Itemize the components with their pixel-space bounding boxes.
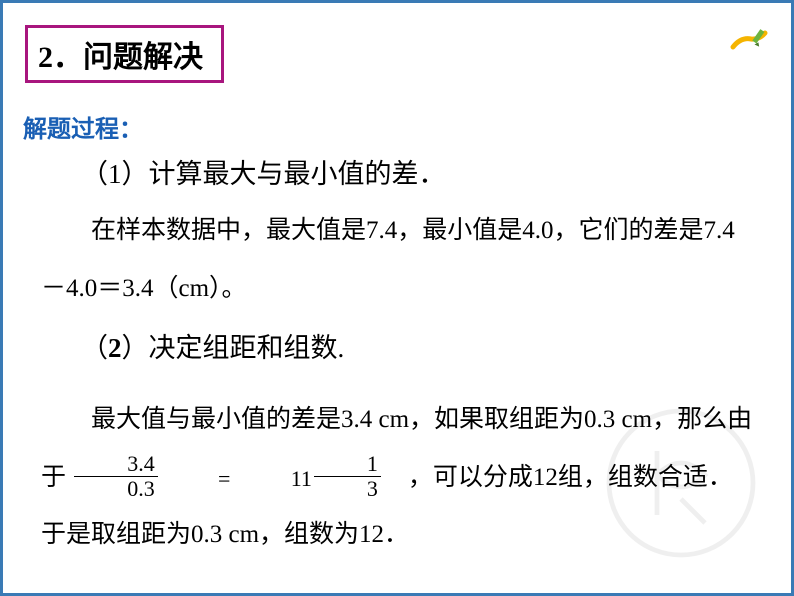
equals-sign: = bbox=[168, 454, 230, 505]
step1-text: 计算最大与最小值的差． bbox=[149, 159, 446, 189]
step2-suffix: ）决定组距和组数. bbox=[122, 333, 345, 363]
step2-prefix: （ bbox=[81, 333, 108, 363]
fraction-2: 1 3 bbox=[314, 453, 381, 500]
header-title: 问题解决 bbox=[83, 41, 203, 74]
fraction-1: 3.4 0.3 bbox=[74, 453, 158, 500]
step2-title: （2）决定组距和组数. bbox=[81, 321, 753, 375]
step1-body: 在样本数据中，最大值是7.4，最小值是4.0，它们的差是7.4－4.0＝3.4（… bbox=[41, 202, 753, 317]
frac2-num: 1 bbox=[314, 453, 381, 476]
subtitle: 解题过程： bbox=[23, 109, 143, 144]
step1-prefix: （1） bbox=[81, 159, 149, 189]
header-number: 2 bbox=[38, 41, 53, 74]
step2-num: 2 bbox=[108, 333, 122, 363]
frac1-den: 0.3 bbox=[74, 476, 158, 500]
step2-body: 最大值与最小值的差是3.4 cm，如果取组距为0.3 cm，那么由于 3.4 0… bbox=[41, 391, 753, 564]
content-area: （1）计算最大与最小值的差． 在样本数据中，最大值是7.4，最小值是4.0，它们… bbox=[41, 153, 753, 564]
frac2-den: 3 bbox=[314, 476, 381, 500]
header-dot: ． bbox=[53, 41, 83, 74]
step1-title: （1）计算最大与最小值的差． bbox=[81, 153, 753, 196]
pen-icon bbox=[729, 25, 769, 57]
pen-icon-svg bbox=[729, 25, 769, 57]
frac1-num: 3.4 bbox=[74, 453, 158, 476]
mixed-integer: 11 bbox=[241, 454, 312, 505]
section-header-box: 2．问题解决 bbox=[25, 25, 224, 83]
